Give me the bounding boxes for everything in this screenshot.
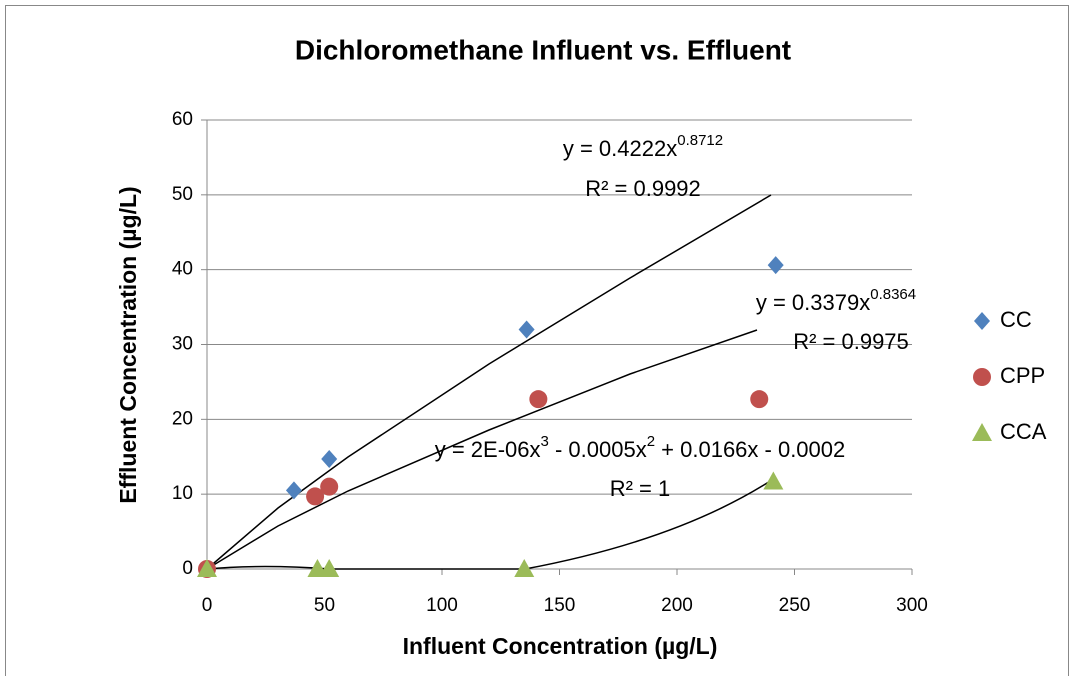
y-tick-label: 0 bbox=[182, 558, 193, 579]
y-tick-label: 20 bbox=[172, 408, 193, 429]
equation-text: y = 2E-06x bbox=[435, 437, 541, 462]
point bbox=[767, 256, 784, 275]
trendline bbox=[206, 194, 772, 570]
point bbox=[750, 390, 769, 409]
legend-label: CPP bbox=[1000, 363, 1045, 388]
equation-exponent: 3 bbox=[541, 433, 549, 450]
trendline-r2: R² = 0.9992 bbox=[585, 176, 701, 201]
legend-label: CC bbox=[1000, 307, 1032, 332]
point bbox=[197, 559, 217, 577]
trendlines bbox=[206, 194, 776, 570]
legend-label: CCA bbox=[1000, 419, 1047, 444]
y-tick-label: 50 bbox=[172, 184, 193, 205]
point bbox=[514, 559, 535, 577]
point bbox=[285, 481, 302, 500]
equation-exponent: 0.8712 bbox=[677, 132, 723, 149]
equation-text: + 0.0166x - 0.0002 bbox=[655, 437, 845, 462]
trendline-equation: y = 2E-06x3 - 0.0005x2 + 0.0166x - 0.000… bbox=[435, 433, 846, 462]
x-tick-label: 250 bbox=[779, 595, 811, 616]
x-tick-label: 0 bbox=[202, 595, 213, 616]
y-tick-label: 60 bbox=[172, 109, 193, 130]
point bbox=[321, 449, 338, 468]
x-tick-label: 50 bbox=[314, 595, 335, 616]
plot bbox=[197, 256, 784, 578]
trendline-r2: R² = 1 bbox=[610, 476, 671, 501]
point bbox=[763, 471, 784, 490]
chart-border bbox=[5, 5, 1069, 676]
trendline bbox=[206, 477, 776, 570]
equation-text: y = 0.4222x bbox=[563, 136, 677, 161]
y-axis-title: Effluent Concentration (µg/L) bbox=[115, 186, 141, 503]
legend-marker bbox=[972, 423, 992, 441]
trendline bbox=[206, 329, 758, 570]
x-axis-title: Influent Concentration (µg/L) bbox=[403, 633, 718, 659]
legend-marker bbox=[974, 312, 990, 330]
equation-exponent: 2 bbox=[647, 433, 655, 450]
point bbox=[320, 477, 339, 496]
x-tick-label: 300 bbox=[896, 595, 928, 616]
x-tick-label: 100 bbox=[426, 595, 458, 616]
equation-exponent: 0.8364 bbox=[870, 286, 916, 303]
point bbox=[319, 559, 340, 577]
trendline-r2: R² = 0.9975 bbox=[793, 329, 909, 354]
equation-text: - 0.0005x bbox=[549, 437, 647, 462]
trendline-equation: y = 0.3379x0.8364 bbox=[756, 286, 916, 315]
point bbox=[306, 487, 325, 506]
chart-title: Dichloromethane Influent vs. Effluent bbox=[295, 34, 791, 65]
y-tick-label: 40 bbox=[172, 259, 193, 280]
trendline-equation: y = 0.4222x0.8712 bbox=[563, 132, 723, 161]
x-tick-label: 200 bbox=[661, 595, 693, 616]
y-tick-label: 30 bbox=[172, 334, 193, 355]
legend-marker bbox=[973, 368, 991, 386]
x-tick-label: 150 bbox=[544, 595, 576, 616]
point bbox=[529, 390, 548, 409]
point bbox=[518, 320, 535, 339]
equation-text: y = 0.3379x bbox=[756, 290, 870, 315]
y-tick-label: 10 bbox=[172, 483, 193, 504]
